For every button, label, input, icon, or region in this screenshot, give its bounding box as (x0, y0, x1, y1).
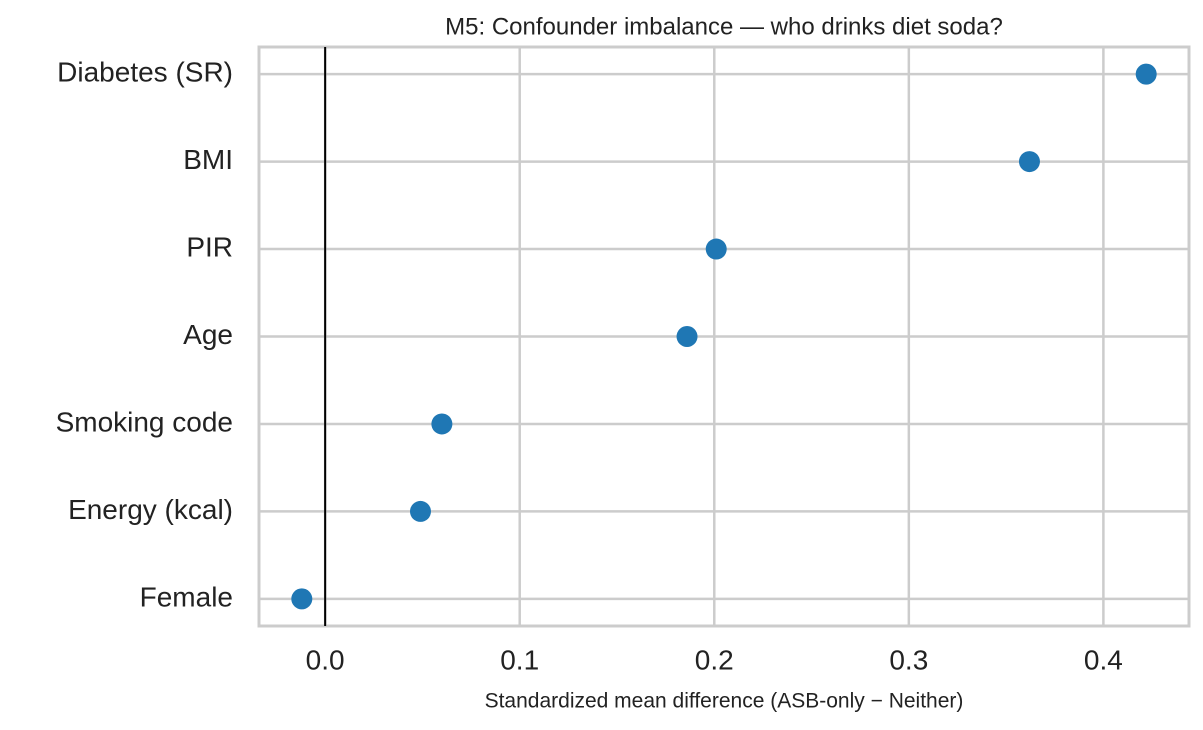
dot (705, 238, 727, 260)
chart-title: M5: Confounder imbalance — who drinks di… (445, 13, 1003, 40)
dot (409, 500, 431, 522)
x-axis-label: Standardized mean difference (ASB-only −… (485, 690, 964, 713)
y-tick-label: Diabetes (SR) (57, 57, 233, 88)
y-tick-label: BMI (183, 144, 233, 175)
dot (1018, 151, 1040, 173)
x-tick-label: 0.3 (889, 644, 928, 675)
y-tick-label: Age (183, 319, 233, 350)
dot (291, 588, 313, 610)
x-tick-label: 0.0 (306, 644, 345, 675)
x-tick-label: 0.2 (695, 644, 734, 675)
x-tick-label: 0.1 (500, 644, 539, 675)
y-tick-label: Female (140, 581, 233, 612)
dot (431, 413, 453, 435)
x-tick-label: 0.4 (1084, 644, 1123, 675)
y-tick-label: Energy (kcal) (68, 494, 233, 525)
dot (676, 326, 698, 347)
y-tick-label: PIR (186, 231, 233, 262)
y-tick-label: Smoking code (56, 406, 233, 437)
dot (1135, 63, 1157, 85)
plot-frame (257, 45, 1191, 628)
